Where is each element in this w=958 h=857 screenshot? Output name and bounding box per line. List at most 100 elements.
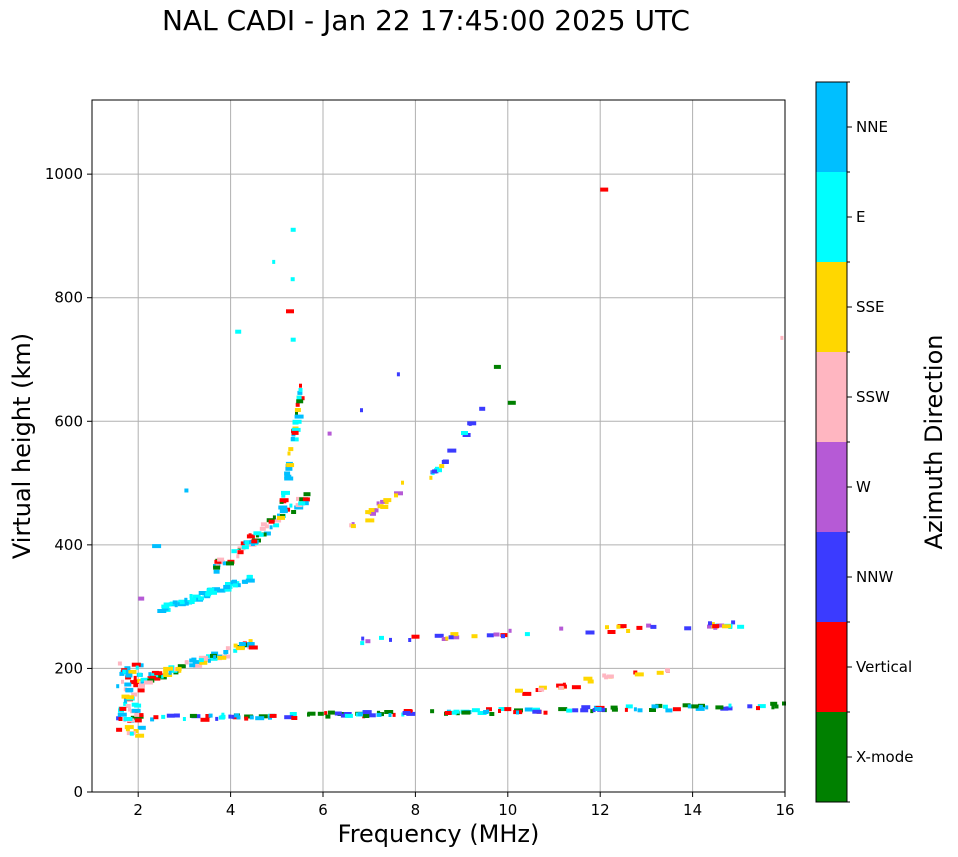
echo-point [125, 727, 130, 732]
colorbar-segment [816, 172, 847, 262]
echo-point [232, 583, 238, 588]
x-tick-label: 16 [775, 801, 794, 819]
echo-point [684, 626, 692, 631]
echo-point [117, 661, 122, 666]
echo-point [240, 541, 245, 546]
echo-point [186, 600, 195, 604]
colorbar-segment [816, 82, 847, 172]
echo-point [585, 630, 595, 635]
echo-point [383, 498, 392, 503]
echo-point [298, 501, 306, 506]
echo-point [162, 606, 169, 611]
echo-point [158, 674, 162, 678]
echo-point [626, 629, 631, 633]
echo-point [297, 390, 303, 395]
echo-point [302, 497, 310, 502]
echo-point [208, 587, 215, 592]
echo-point [508, 628, 512, 633]
y-tick-label: 400 [54, 536, 83, 554]
echo-point [522, 691, 532, 696]
echo-point [153, 715, 159, 720]
x-tick-label: 6 [318, 801, 328, 819]
echo-point [477, 711, 487, 715]
echo-point [394, 493, 398, 498]
echo-point [154, 676, 161, 681]
echo-point [448, 635, 454, 640]
echo-point [121, 679, 124, 684]
echo-point [248, 642, 254, 647]
echo-point [224, 587, 232, 592]
echo-point [299, 383, 302, 388]
echo-point [580, 708, 589, 713]
echo-point [737, 624, 745, 629]
echo-point [558, 707, 568, 712]
echo-point [184, 488, 189, 493]
echo-point [691, 704, 699, 709]
y-tick-label: 600 [54, 412, 83, 430]
echo-point [233, 648, 238, 653]
echo-point [379, 635, 384, 640]
echo-point [135, 733, 145, 738]
echo-point [479, 406, 486, 411]
echo-point [268, 519, 275, 524]
echo-point [214, 559, 222, 564]
echo-point [198, 591, 206, 595]
echo-point [327, 431, 332, 436]
x-tick-label: 12 [591, 801, 610, 819]
echo-point [166, 713, 175, 718]
echo-point [213, 565, 221, 570]
colorbar-tick-label: NNE [856, 118, 888, 136]
y-axis-label: Virtual height (km) [8, 333, 36, 559]
echo-point [607, 630, 616, 634]
colorbar-label: Azimuth Direction [920, 335, 948, 550]
echo-point [123, 717, 133, 721]
echo-point [124, 666, 131, 671]
colorbar-segment [816, 712, 847, 802]
echo-point [163, 602, 172, 607]
echo-point [411, 634, 420, 639]
echo-point [129, 731, 134, 736]
echo-point [439, 464, 445, 469]
colorbar-tick-label: NNW [856, 568, 893, 586]
echo-point [244, 716, 249, 721]
echo-point [286, 463, 295, 468]
colorbar-segment [816, 262, 847, 352]
echo-point [269, 713, 277, 718]
echo-point [559, 626, 564, 631]
echo-point [179, 600, 185, 605]
x-tick-label: 2 [133, 801, 143, 819]
echo-point [161, 604, 170, 609]
echo-point [208, 590, 217, 595]
echo-point [606, 674, 614, 679]
echo-point [396, 372, 400, 377]
echo-point [131, 662, 141, 667]
echo-point [770, 701, 778, 706]
echo-point [444, 711, 452, 715]
echo-point [722, 624, 731, 629]
echo-point [501, 634, 505, 639]
echo-point [370, 511, 376, 516]
colorbar-tick-label: W [856, 478, 871, 496]
echo-point [131, 692, 138, 697]
echo-point [524, 707, 533, 712]
echo-point [273, 518, 282, 523]
echo-point [705, 705, 709, 710]
echo-point [223, 650, 229, 654]
y-axis-ticks: 0 200 400 600 800 1000 [45, 165, 92, 801]
echo-point [248, 645, 258, 650]
echo-point [360, 641, 365, 646]
echo-point [184, 660, 189, 665]
echo-point [134, 718, 142, 723]
echo-point [259, 526, 266, 531]
echo-point [292, 419, 302, 424]
echo-point [634, 672, 644, 677]
echo-point [376, 501, 380, 506]
echo-point [507, 400, 516, 405]
echo-point [468, 421, 472, 426]
echo-point [177, 664, 186, 669]
echo-point [649, 708, 656, 712]
echo-point [236, 554, 240, 559]
echo-point [245, 578, 255, 583]
echo-point [483, 710, 489, 714]
echo-point [198, 596, 204, 601]
